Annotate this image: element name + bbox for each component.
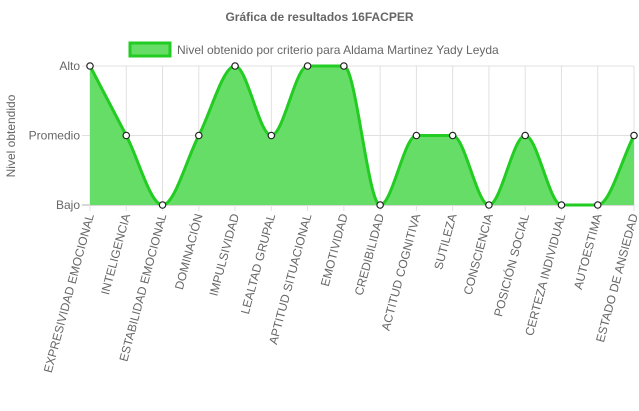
- x-tick-label: INTELIGENCIA: [98, 212, 133, 296]
- y-tick-label: Promedio: [29, 129, 81, 143]
- x-tick-label: SUTILEZA: [431, 212, 459, 271]
- data-point[interactable]: [630, 131, 638, 140]
- x-tick-label: LEALTAD GRUPAL: [238, 212, 278, 316]
- series-line: [88, 64, 636, 207]
- x-tick-label: ACTITUD COGNITIVA: [379, 212, 424, 332]
- y-tick-label: Alto: [59, 59, 80, 73]
- data-point[interactable]: [158, 201, 167, 209]
- x-tick-label: EMOTIVIDAD: [318, 212, 351, 288]
- data-point[interactable]: [267, 131, 276, 140]
- data-point[interactable]: [86, 62, 94, 70]
- series-area: [88, 64, 636, 207]
- x-tick-label: DOMINACIÓN: [171, 212, 206, 291]
- y-tick-label: Bajo: [56, 198, 80, 212]
- data-point[interactable]: [593, 201, 602, 209]
- x-tick-label: CONSCIENCIA: [461, 212, 496, 296]
- data-point[interactable]: [448, 131, 457, 140]
- x-axis: EXPRESIVIDAD EMOCIONAL INTELIGENCIAESTABI…: [41, 212, 639, 375]
- legend[interactable]: Nivel obtenido por criterio para Aldama …: [128, 41, 499, 58]
- x-tick-label: EXPRESIVIDAD EMOCIONAL: [41, 212, 97, 374]
- x-tick-label: CREDIBILIDAD: [352, 212, 387, 297]
- data-point[interactable]: [122, 131, 131, 140]
- data-point[interactable]: [557, 201, 566, 209]
- x-tick-label: CERTEZA INDIVIDUAL: [522, 212, 568, 337]
- series-points: [86, 62, 638, 209]
- data-point[interactable]: [195, 131, 203, 140]
- x-tick-label: AUTOESTIMA: [571, 212, 605, 291]
- data-point[interactable]: [376, 201, 384, 209]
- data-point[interactable]: [340, 62, 348, 70]
- data-point[interactable]: [485, 201, 493, 209]
- y-axis-title: Nivel obtendido: [4, 94, 18, 177]
- legend-swatch: [128, 41, 172, 58]
- data-point[interactable]: [231, 62, 239, 70]
- data-point[interactable]: [412, 131, 421, 140]
- data-point[interactable]: [303, 62, 312, 70]
- legend-label: Nivel obtenido por criterio para Aldama …: [177, 43, 499, 57]
- y-axis: Bajo Promedio Alto: [29, 59, 81, 212]
- data-point[interactable]: [521, 131, 530, 140]
- x-tick-label: IMPULSIVIDAD: [207, 212, 243, 298]
- x-tick-label: POSICIÓN SOCIAL: [490, 212, 532, 319]
- chart-title: Gráfica de resultados 16FACPER: [225, 10, 413, 24]
